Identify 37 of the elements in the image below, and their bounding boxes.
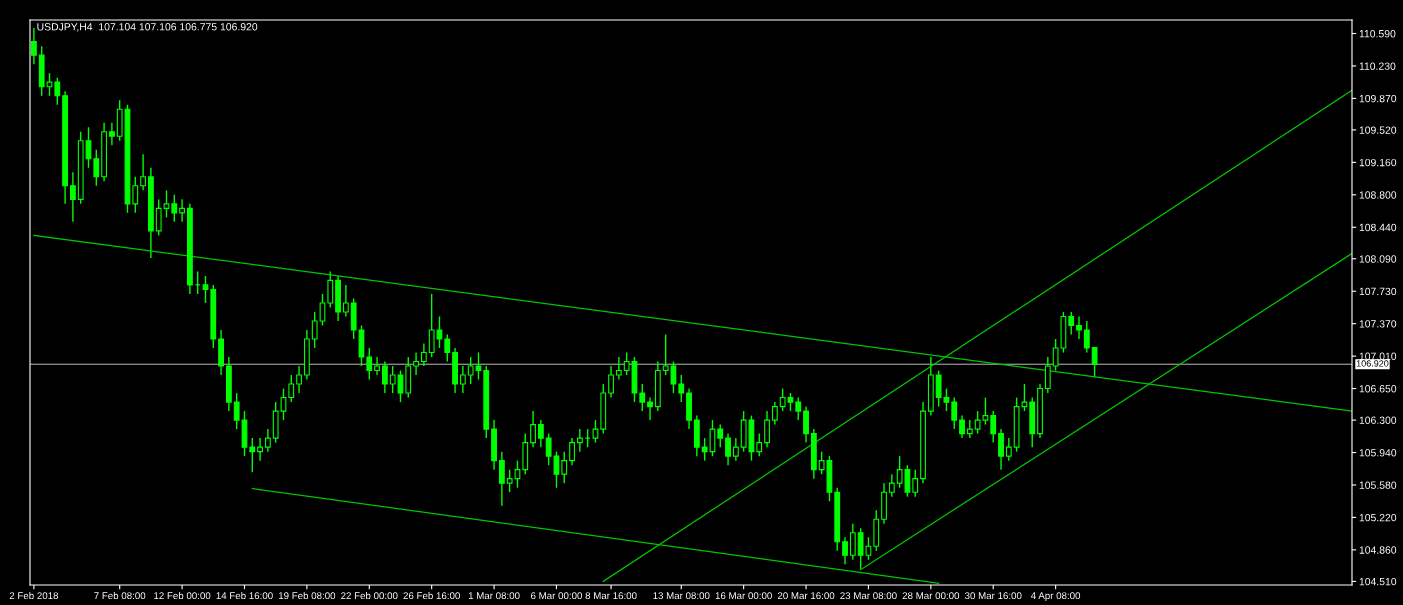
x-tick-label: 13 Mar 08:00: [653, 592, 710, 600]
x-tick-label: 28 Mar 00:00: [902, 592, 960, 600]
x-tick-label: 23 Mar 08:00: [840, 592, 897, 600]
y-tick-label: 109.520: [1359, 126, 1397, 134]
chart-title: USDJPY,H4 107.104 107.106 106.775 106.920: [37, 23, 258, 32]
y-tick-label: 108.090: [1359, 255, 1397, 263]
y-tick-label: 107.370: [1359, 320, 1397, 328]
x-tick-label: 26 Feb 16:00: [403, 591, 460, 600]
x-tick-label: 2 Feb 2018: [9, 591, 59, 600]
y-tick-label: 107.730: [1359, 287, 1397, 296]
y-tick-label: 106.300: [1359, 416, 1397, 424]
x-tick-label: 1 Mar 08:00: [468, 592, 520, 600]
x-tick-label: 30 Mar 16:00: [964, 592, 1022, 600]
y-tick-label: 106.650: [1359, 385, 1397, 393]
y-tick-label: 107.010: [1359, 352, 1397, 360]
y-tick-label: 105.220: [1359, 513, 1397, 522]
y-tick-label: 110.590: [1359, 30, 1396, 38]
y-tick-label: 109.160: [1359, 158, 1397, 167]
y-tick-label: 105.940: [1359, 449, 1397, 457]
x-tick-label: 22 Feb 00:00: [341, 591, 398, 600]
y-tick-label: 109.870: [1359, 94, 1397, 103]
y-tick-label: 105.580: [1359, 481, 1397, 489]
x-tick-label: 8 Mar 16:00: [585, 592, 637, 600]
x-tick-label: 14 Feb 16:00: [216, 591, 273, 600]
y-tick-label: 108.440: [1359, 223, 1397, 232]
x-tick-label: 12 Feb 00:00: [154, 591, 211, 600]
y-tick-label: 108.800: [1359, 191, 1397, 199]
x-tick-label: 20 Mar 16:00: [777, 592, 835, 600]
y-tick-label: 104.860: [1359, 546, 1397, 554]
x-tick-label: 16 Mar 00:00: [715, 592, 772, 600]
y-tick-label: 110.230: [1359, 62, 1396, 70]
x-tick-label: 7 Feb 08:00: [94, 591, 146, 600]
ref-line-label: 106.920: [1356, 360, 1389, 367]
x-tick-label: 19 Feb 08:00: [278, 591, 336, 600]
x-tick-label: 4 Apr 08:00: [1030, 592, 1081, 602]
x-tick-label: 6 Mar 00:00: [531, 592, 583, 600]
y-tick-label: 104.510: [1359, 577, 1397, 586]
